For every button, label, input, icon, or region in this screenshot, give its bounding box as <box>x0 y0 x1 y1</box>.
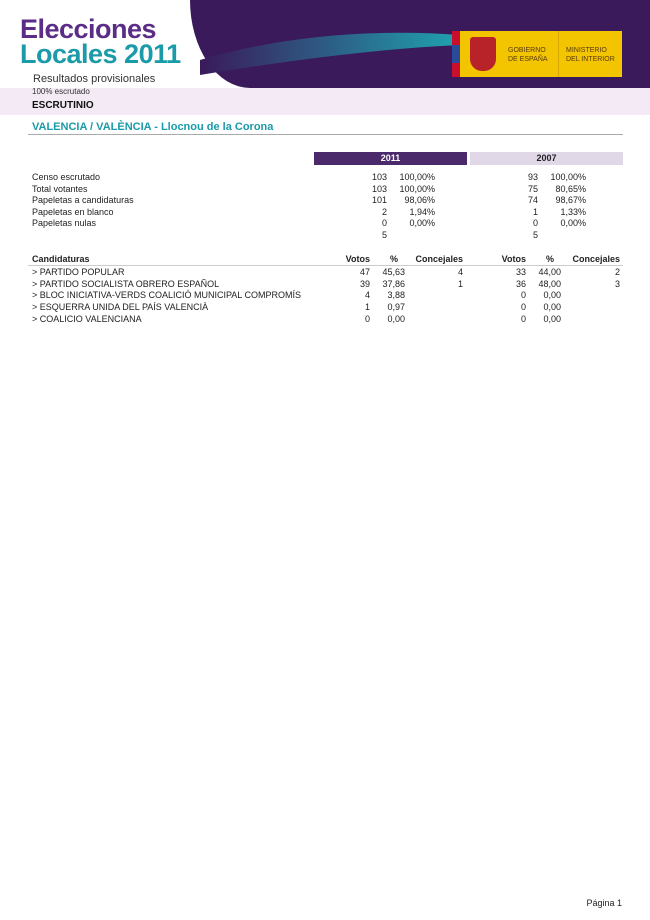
pct-2007: 98,67% <box>555 195 586 206</box>
ministry-line1: MINISTERIO <box>566 47 607 54</box>
votes-2007: 93 <box>527 172 538 182</box>
government-logo: GOBIERNO DE ESPAÑA MINISTERIO DEL INTERIOR <box>452 31 622 77</box>
votes-2007: 5 <box>532 230 538 240</box>
votes-2007: 0 <box>520 290 526 301</box>
section-title: ESCRUTINIO <box>32 100 94 111</box>
col-pct-2011: % <box>389 254 398 264</box>
votes-2011: 0 <box>381 218 387 229</box>
pct-2007: 1,33% <box>560 206 586 217</box>
col-concejales-2007: Concejales <box>572 254 620 264</box>
col-pct-2007: % <box>545 254 554 264</box>
flag-icon <box>452 31 460 77</box>
pct-2007: 0,00 <box>543 302 561 313</box>
location-title: VALENCIA / VALÈNCIA - Llocnou de la Coro… <box>32 121 274 133</box>
pct-2011: 0,00 <box>387 313 405 324</box>
summary-label: Papeletas en blanco <box>32 206 114 217</box>
votes-2007: 0 <box>532 218 538 229</box>
votes-2011: 4 <box>364 290 370 301</box>
pct-2011: 0,00% <box>409 218 435 229</box>
summary-label: Total votantes <box>32 183 88 194</box>
votes-2011: 0 <box>364 313 370 324</box>
party-name: > PARTIDO SOCIALISTA OBRERO ESPAÑOL <box>32 278 220 289</box>
pct-2007: 48,00 <box>538 278 561 289</box>
pct-2011: 100,00% <box>399 183 435 194</box>
gov-line2: DE ESPAÑA <box>508 56 548 63</box>
year-header-2011: 2011 <box>314 152 467 165</box>
col-votos-2011: Votos <box>345 254 370 264</box>
pct-2011: 0,97 <box>387 302 405 313</box>
ministry-line2: DEL INTERIOR <box>566 56 615 63</box>
votes-2007: 1 <box>532 206 538 217</box>
votes-2007: 33 <box>515 267 526 277</box>
party-name: > ESQUERRA UNIDA DEL PAÍS VALENCIÀ <box>32 302 209 313</box>
pct-2011: 98,06% <box>404 195 435 206</box>
votes-2011: 103 <box>371 172 387 182</box>
header-banner: Elecciones Locales 2011 Resultados provi… <box>0 0 650 88</box>
pct-2011: 45,63 <box>382 267 405 277</box>
col-candidaturas: Candidaturas <box>32 254 90 264</box>
votes-2011: 101 <box>371 195 387 206</box>
col-concejales-2011: Concejales <box>415 254 463 264</box>
votes-2007: 75 <box>527 183 538 194</box>
logo-elecciones: Elecciones <box>20 14 157 44</box>
seats-2011: 1 <box>457 278 463 289</box>
swoosh-graphic <box>200 32 460 75</box>
votes-2011: 1 <box>364 302 370 313</box>
summary-label: Censo escrutado <box>32 172 101 182</box>
pct-2007: 0,00 <box>543 290 561 301</box>
col-votos-2007: Votos <box>501 254 526 264</box>
party-name: > PARTIDO POPULAR <box>32 267 125 277</box>
votes-2011: 2 <box>381 206 387 217</box>
party-name: > COALICIO VALENCIANA <box>32 313 142 324</box>
summary-label: Papeletas a candidaturas <box>32 195 134 206</box>
votes-2011: 103 <box>371 183 387 194</box>
year-header-2007: 2007 <box>470 152 623 165</box>
pct-2011: 1,94% <box>409 206 435 217</box>
votes-2007: 36 <box>515 278 526 289</box>
coat-of-arms-icon <box>470 37 496 71</box>
pct-2007: 0,00 <box>543 313 561 324</box>
votes-2011: 39 <box>359 278 370 289</box>
party-name: > BLOC INICIATIVA-VERDS COALICIÓ MUNICIP… <box>32 290 301 301</box>
divider <box>28 265 623 266</box>
page-number: Página 1 <box>586 898 622 908</box>
pct-2007: 44,00 <box>538 267 561 277</box>
pct-2007: 0,00% <box>560 218 586 229</box>
pct-2011: 37,86 <box>382 278 405 289</box>
pct-2011: 3,88 <box>387 290 405 301</box>
votes-2011: 5 <box>381 230 387 240</box>
pct-2011: 100,00% <box>399 172 435 182</box>
votes-2007: 0 <box>520 302 526 313</box>
logo-locales-2011: Locales 2011 <box>20 39 181 69</box>
seats-2011: 4 <box>457 267 463 277</box>
subtitle: Resultados provisionales <box>33 73 156 85</box>
pct-2007: 80,65% <box>555 183 586 194</box>
votes-2007: 74 <box>527 195 538 206</box>
votes-2007: 0 <box>520 313 526 324</box>
progress-text: 100% escrutado <box>32 87 90 96</box>
votes-2011: 47 <box>359 267 370 277</box>
divider <box>28 134 623 135</box>
gov-line1: GOBIERNO <box>508 47 546 54</box>
seats-2007: 2 <box>614 267 620 277</box>
pct-2007: 100,00% <box>550 172 586 182</box>
summary-label: Papeletas nulas <box>32 218 97 229</box>
status-band: 100% escrutado ESCRUTINIO <box>0 87 650 115</box>
seats-2007: 3 <box>614 278 620 289</box>
